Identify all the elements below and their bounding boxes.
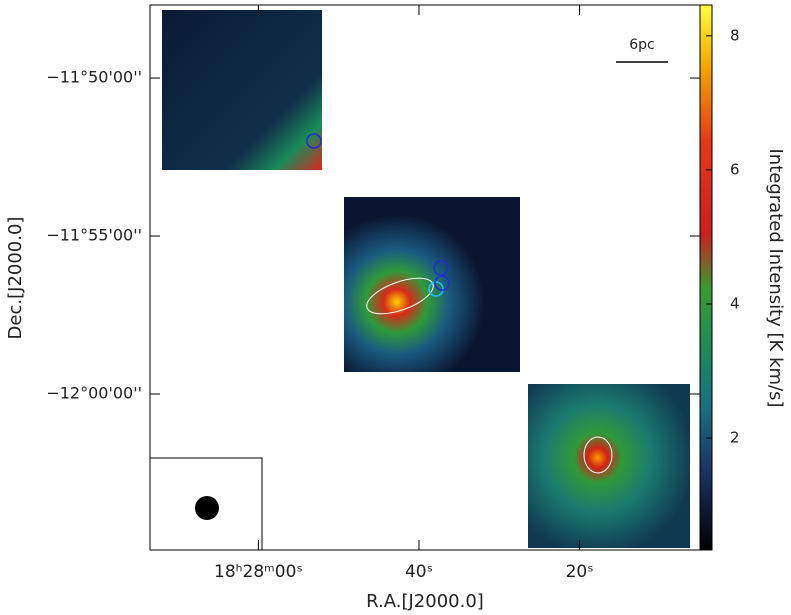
source-marker (434, 275, 450, 291)
source-marker (428, 281, 444, 297)
contour (583, 436, 613, 474)
colorbar-tick-label: 8 (730, 26, 740, 44)
source-marker (306, 133, 322, 149)
image-panels (162, 10, 690, 548)
x-tick-label: 40ˢ (405, 562, 433, 582)
scale-bar-label: 6pc (629, 37, 655, 53)
image-panel (162, 10, 322, 170)
colorbar-label: Integrated Intensity [K km/s] (765, 148, 786, 407)
x-tick-label: 18ʰ28ᵐ00ˢ (214, 562, 303, 582)
y-tick-label: −11°50'00'' (46, 68, 142, 87)
colorbar-tick-label: 4 (730, 294, 740, 312)
source-marker (433, 260, 449, 276)
y-tick-label: −11°55'00'' (46, 226, 142, 245)
y-tick-label: −12°00'00'' (46, 383, 142, 402)
colorbar (699, 4, 713, 551)
x-tick-label: 20ˢ (566, 562, 594, 582)
colorbar-tick-label: 2 (730, 429, 740, 447)
x-axis-label: R.A.[J2000.0] (366, 591, 484, 612)
y-axis-label: Dec.[J2000.0] (5, 217, 26, 340)
colorbar-tick-label: 6 (730, 160, 740, 178)
beam (195, 496, 219, 520)
contour (366, 277, 434, 315)
image-panel (344, 197, 520, 372)
